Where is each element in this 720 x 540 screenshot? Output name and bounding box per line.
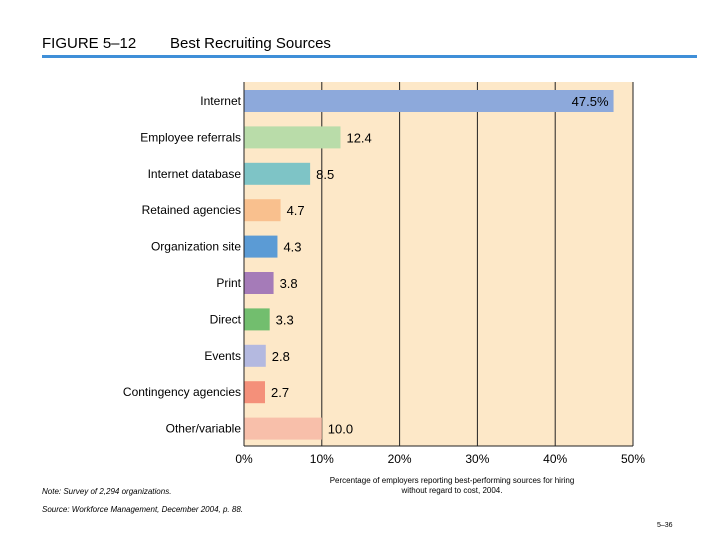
category-label: Employee referrals [140,130,241,144]
bar [244,199,281,222]
category-label: Internet database [148,167,242,181]
value-label: 4.3 [283,240,301,255]
value-label: 8.5 [316,167,334,182]
category-label: Print [216,276,241,290]
x-tick-label: 10% [310,452,334,466]
page-number: 5–36 [657,522,673,529]
value-label: 4.7 [287,203,305,218]
survey-note: Note: Survey of 2,294 organizations. [42,487,172,496]
category-label: Direct [210,312,242,326]
value-label: 3.3 [276,312,294,327]
x-tick-label: 30% [465,452,489,466]
value-label: 47.5% [572,94,609,109]
value-label: 10.0 [328,422,353,437]
bar [244,344,266,367]
bar [244,381,266,404]
x-tick-label: 0% [235,452,253,466]
x-tick-label: 40% [543,452,567,466]
category-label: Internet [200,94,241,108]
category-label: Other/variable [166,422,242,436]
value-label: 3.8 [280,276,298,291]
figure-title: Best Recruiting Sources [170,35,331,52]
bar [244,90,614,112]
value-label: 12.4 [346,130,371,145]
category-label: Retained agencies [142,203,241,217]
x-axis-caption: Percentage of employers reporting best-p… [329,476,575,495]
bar [244,126,341,149]
bar [244,308,270,331]
figure-number: FIGURE 5–12 [42,35,137,52]
value-label: 2.7 [271,385,289,400]
bar [244,235,278,258]
category-label: Organization site [151,240,241,254]
value-label: 2.8 [272,349,290,364]
source-note: Source: Workforce Management, December 2… [42,505,243,514]
bar [244,162,311,185]
category-label: Contingency agencies [123,385,241,399]
category-label: Events [204,349,241,363]
bar [244,417,322,440]
x-tick-label: 50% [621,452,645,466]
header-rule [42,55,697,58]
bar [244,272,274,294]
x-tick-label: 20% [388,452,412,466]
